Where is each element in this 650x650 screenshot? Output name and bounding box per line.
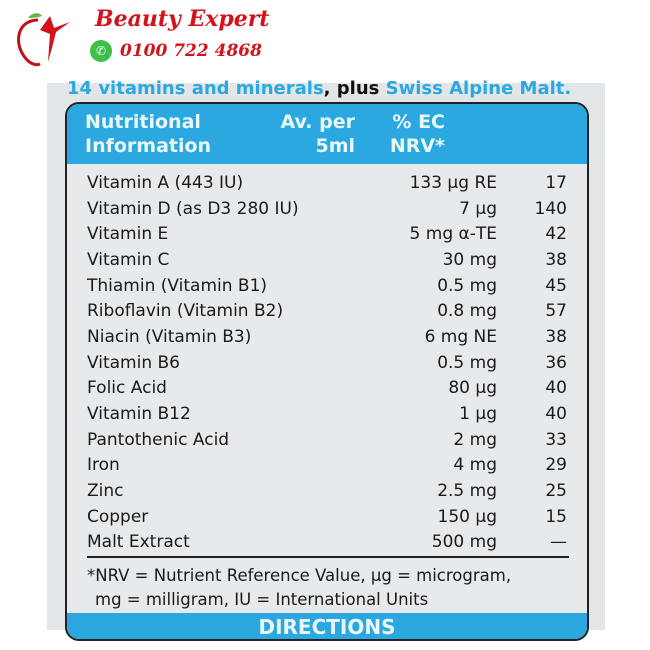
- logo: Beauty Expert ✆ 0100 722 4868: [10, 6, 310, 70]
- footnote: *NRV = Nutrient Reference Value, µg = mi…: [67, 558, 587, 612]
- nutrient-name: Vitamin B6: [87, 352, 181, 373]
- nutrient-amount: 2.5 mg: [437, 481, 497, 502]
- nutrient-name: Zinc: [87, 481, 124, 502]
- nutrient-name: Pantothenic Acid: [87, 429, 230, 450]
- nutrient-name: Malt Extract: [87, 532, 190, 553]
- nutrient-name: Vitamin A (443 IU): [87, 172, 244, 193]
- footnote-line: *NRV = Nutrient Reference Value, µg = mi…: [87, 566, 512, 586]
- nutrient-amount: 133 µg RE: [409, 172, 497, 193]
- table-row: Iron 4 mg 29: [67, 453, 587, 479]
- table-row: Vitamin C 30 mg 38: [67, 247, 587, 273]
- table-row: Vitamin B12 1 µg 40: [67, 401, 587, 427]
- nutrient-name: Riboflavin (Vitamin B2): [87, 301, 284, 322]
- nutrient-name: Folic Acid: [87, 378, 167, 399]
- tagline-part: 14 vitamins and minerals: [67, 78, 324, 99]
- table-row: Vitamin D (as D3 280 IU) 7 µg 140: [67, 196, 587, 222]
- nutrient-name: Vitamin C: [87, 249, 170, 270]
- tagline-part: Swiss Alpine Malt.: [385, 78, 572, 99]
- tagline-part: , plus: [323, 78, 386, 99]
- nutrient-nrv: 25: [545, 481, 567, 502]
- nutrient-nrv: 17: [545, 172, 567, 193]
- nutrient-name: Niacin (Vitamin B3): [87, 326, 252, 347]
- table-row: Vitamin A (443 IU) 133 µg RE 17: [67, 170, 587, 196]
- nutrient-nrv: —: [550, 532, 567, 553]
- table-row: Riboflavin (Vitamin B2) 0.8 mg 57: [67, 298, 587, 324]
- nutrient-amount: 4 mg: [453, 455, 497, 476]
- nutrient-nrv: 57: [545, 301, 567, 322]
- phone-number: 0100 722 4868: [120, 41, 262, 61]
- nutrient-amount: 30 mg: [442, 249, 497, 270]
- nutrient-nrv: 40: [545, 404, 567, 425]
- nutrient-amount: 0.5 mg: [437, 352, 497, 373]
- nutrient-amount: 0.5 mg: [437, 275, 497, 296]
- nutrient-nrv: 38: [545, 326, 567, 347]
- tagline: 14 vitamins and minerals, plus Swiss Alp…: [67, 78, 571, 100]
- nutrient-nrv: 40: [545, 378, 567, 399]
- nutrient-nrv: 45: [545, 275, 567, 296]
- table-row: Zinc 2.5 mg 25: [67, 478, 587, 504]
- header-nutrient: Nutritional Information: [85, 111, 212, 157]
- table-row: Vitamin B6 0.5 mg 36: [67, 350, 587, 376]
- nutrient-name: Vitamin E: [87, 224, 169, 245]
- directions-heading: DIRECTIONS: [67, 613, 587, 639]
- nutrient-name: Vitamin D (as D3 280 IU): [87, 198, 299, 219]
- nutrient-name: Iron: [87, 455, 120, 476]
- nutrient-amount: 80 µg: [448, 378, 497, 399]
- nutrient-amount: 6 mg NE: [424, 326, 497, 347]
- nutrient-amount: 0.8 mg: [437, 301, 497, 322]
- nutrient-name: Vitamin B12: [87, 404, 191, 425]
- table-row: Copper 150 µg 15: [67, 504, 587, 530]
- whatsapp-icon: ✆: [90, 40, 112, 62]
- table-header: Nutritional Information Av. per 5ml % EC…: [67, 104, 587, 164]
- nutrient-nrv: 29: [545, 455, 567, 476]
- apple-dancer-logo-icon: [17, 13, 70, 67]
- brand-name: Beauty Expert: [95, 6, 270, 32]
- table-row: Thiamin (Vitamin B1) 0.5 mg 45: [67, 273, 587, 299]
- header-amount: Av. per 5ml: [280, 111, 355, 157]
- nutrient-name: Copper: [87, 506, 149, 527]
- nutrient-nrv: 42: [545, 224, 567, 245]
- nutrient-amount: 5 mg α-TE: [409, 224, 497, 245]
- nutrient-amount: 7 µg: [459, 198, 497, 219]
- nutrient-nrv: 33: [545, 429, 567, 450]
- nutrient-amount: 500 mg: [431, 532, 497, 553]
- footnote-line: mg = milligram, IU = International Units: [95, 590, 429, 610]
- nutrient-name: Thiamin (Vitamin B1): [87, 275, 268, 296]
- nutrient-nrv: 36: [545, 352, 567, 373]
- table-row: Folic Acid 80 µg 40: [67, 376, 587, 402]
- table-row: Niacin (Vitamin B3) 6 mg NE 38: [67, 324, 587, 350]
- header-nrv: % EC NRV*: [389, 111, 445, 157]
- table-row: Malt Extract 500 mg —: [67, 530, 587, 556]
- nutrient-amount: 2 mg: [453, 429, 497, 450]
- nutrient-amount: 1 µg: [459, 404, 497, 425]
- product-package: 14 vitamins and minerals, plus Swiss Alp…: [47, 78, 605, 641]
- nutrient-nrv: 15: [545, 506, 567, 527]
- nutrient-nrv: 38: [545, 249, 567, 270]
- nutrient-amount: 150 µg: [437, 506, 497, 527]
- nutrition-table: Nutritional Information Av. per 5ml % EC…: [65, 102, 589, 641]
- table-row: Vitamin E 5 mg α-TE 42: [67, 221, 587, 247]
- nutrient-nrv: 140: [534, 198, 567, 219]
- divider: [87, 556, 569, 559]
- table-row: Pantothenic Acid 2 mg 33: [67, 427, 587, 453]
- table-body: Vitamin A (443 IU) 133 µg RE 17 Vitamin D (…: [67, 164, 587, 555]
